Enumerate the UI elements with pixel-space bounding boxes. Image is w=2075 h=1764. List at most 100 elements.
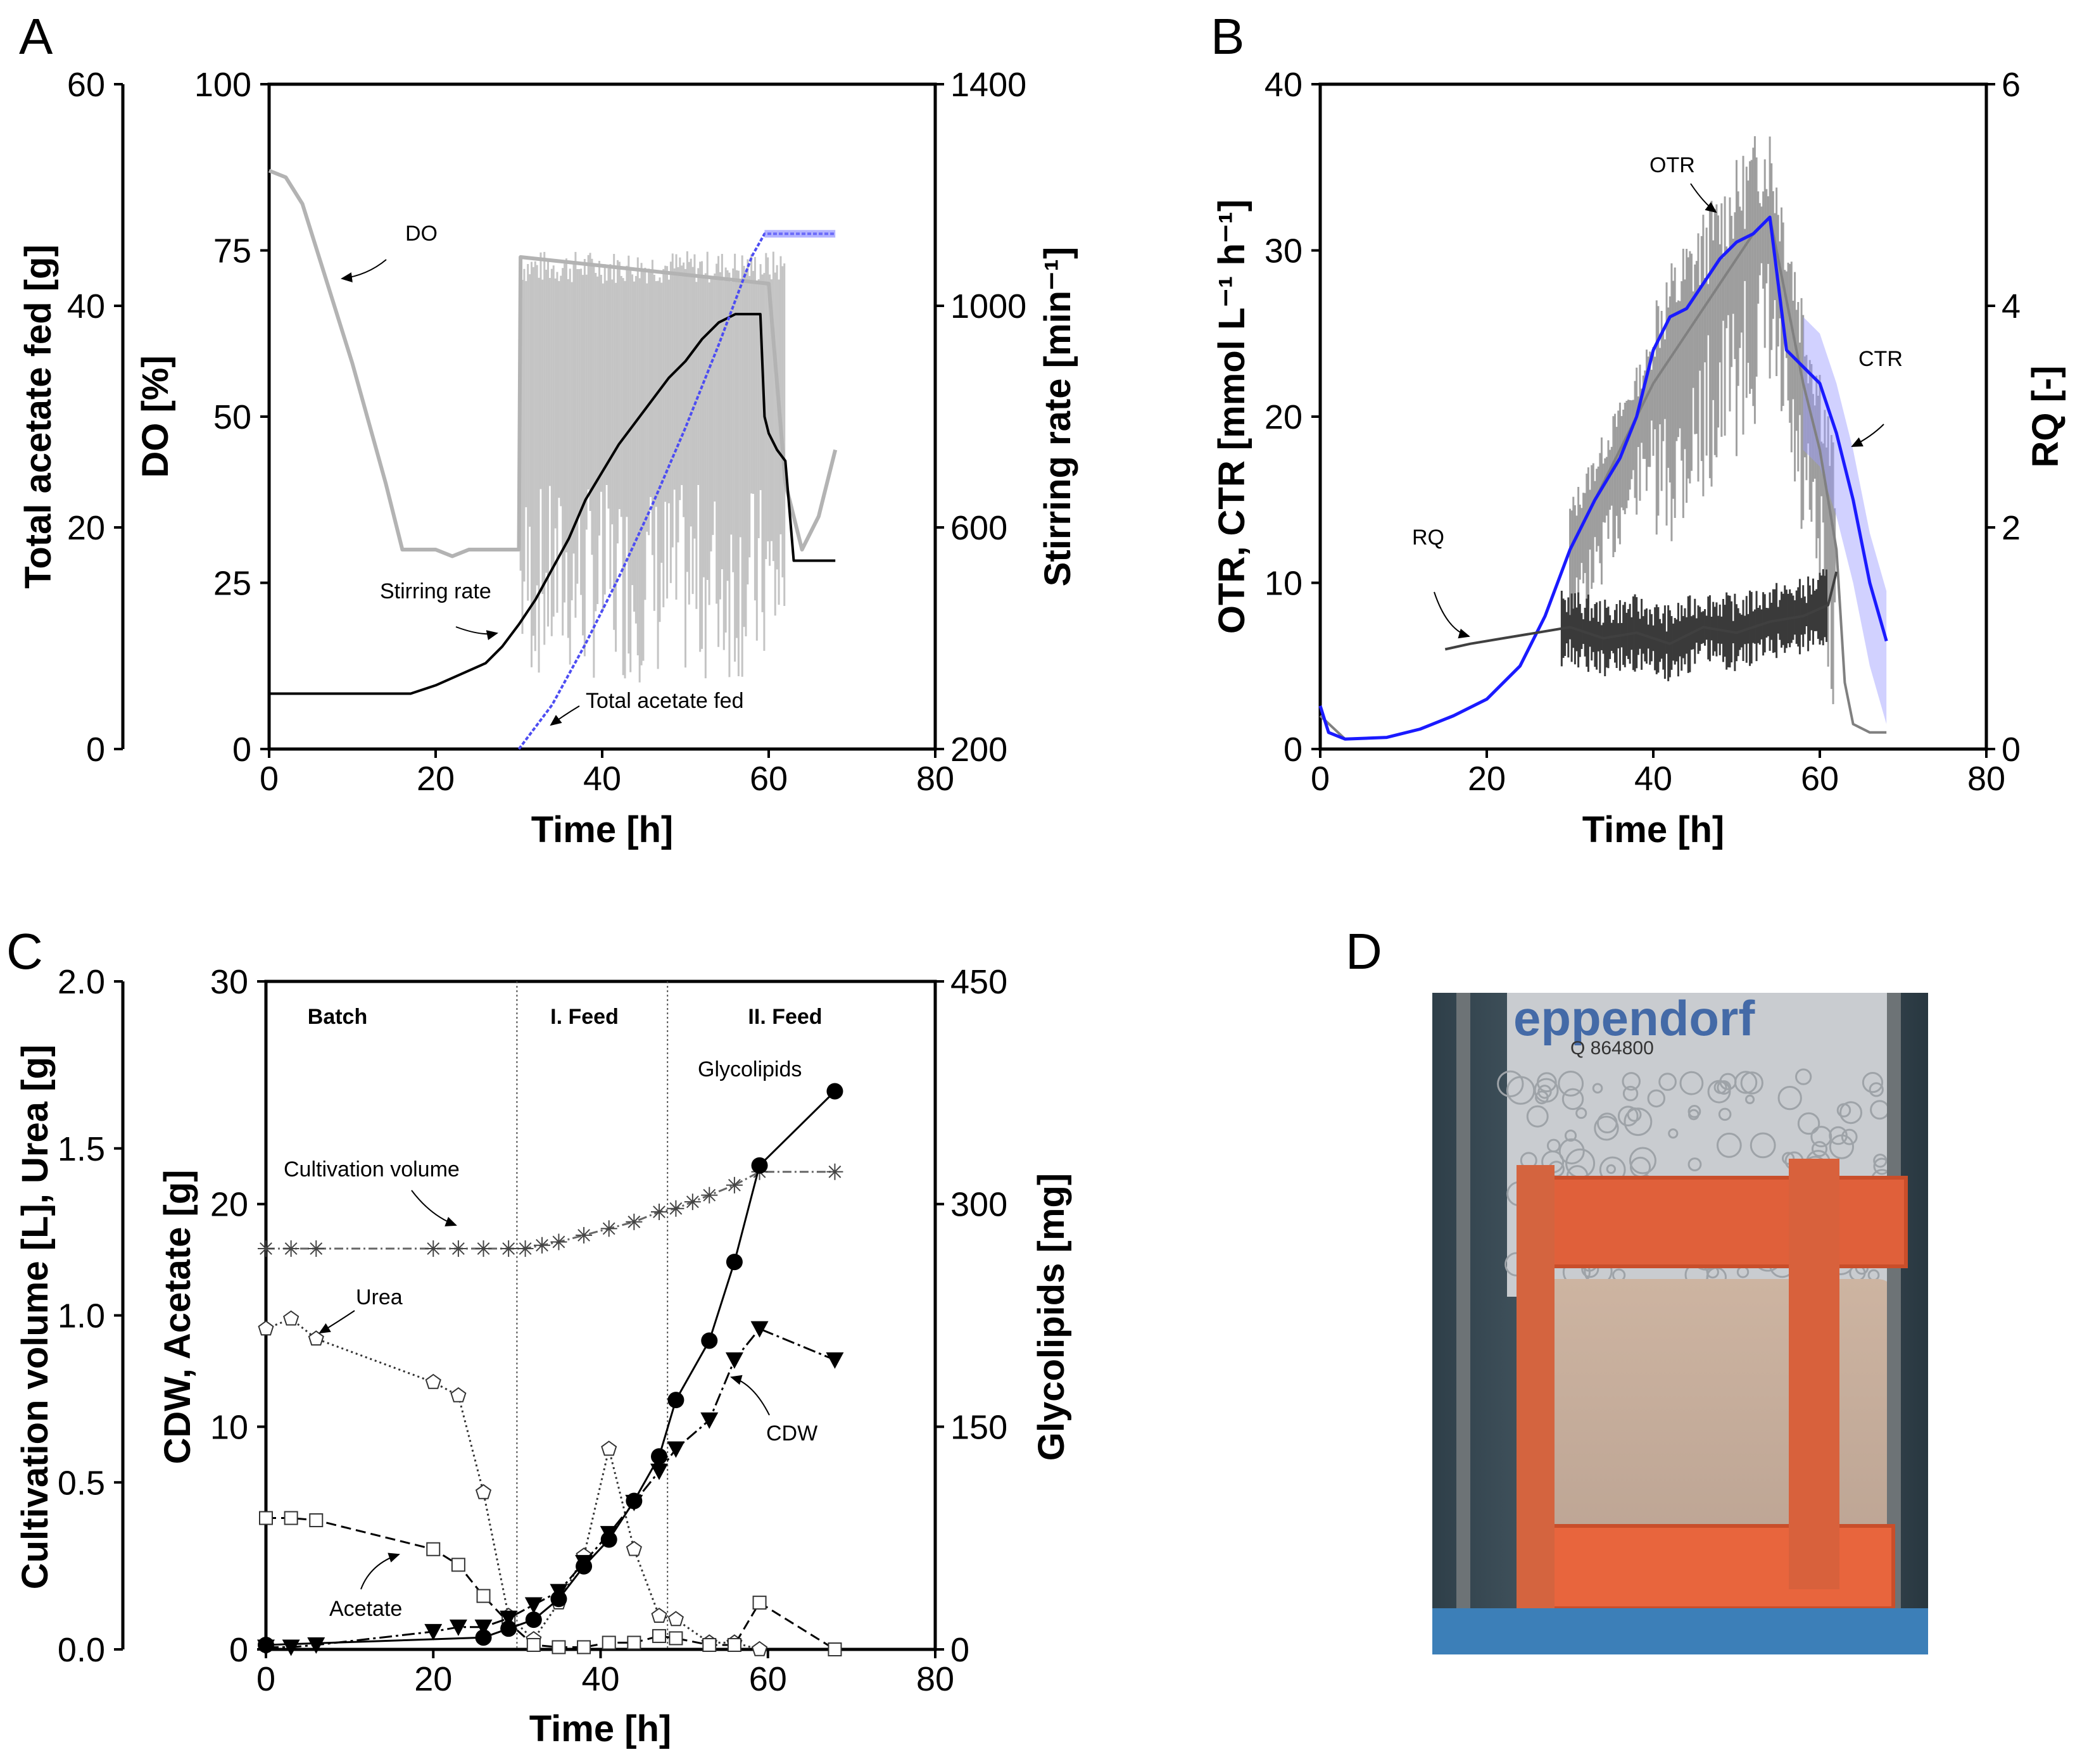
foam-bubble bbox=[1744, 1094, 1755, 1104]
tick-label: 60 bbox=[1801, 760, 1839, 798]
point-acetate bbox=[284, 1511, 298, 1525]
point-acetate bbox=[727, 1637, 741, 1652]
tick-label: 1.5 bbox=[58, 1130, 105, 1168]
annotation-cdw: CDW bbox=[766, 1421, 817, 1446]
tick-label: 20 bbox=[414, 1660, 452, 1698]
point-cdw bbox=[307, 1637, 325, 1654]
tick-label: 300 bbox=[950, 1186, 1007, 1224]
tick-label: 40 bbox=[1265, 66, 1302, 104]
series-rq bbox=[1444, 571, 1838, 651]
tick-label: 40 bbox=[581, 1660, 619, 1698]
tick-label: 80 bbox=[916, 1660, 954, 1698]
tick-label: 20 bbox=[210, 1186, 248, 1224]
foam-bubble bbox=[1795, 1068, 1812, 1085]
point-cultivation-volume bbox=[284, 1242, 298, 1255]
foam-bubble bbox=[1687, 1157, 1702, 1171]
axis-otr-ticks: 0 10 20 30 40 bbox=[1265, 66, 1320, 769]
annotation-rq-arrow bbox=[1434, 591, 1470, 639]
point-cdw bbox=[524, 1597, 543, 1614]
series-group-b bbox=[1318, 215, 1888, 741]
tick-label: 40 bbox=[1634, 760, 1672, 798]
foam-bubble bbox=[1594, 1116, 1619, 1141]
series-group-c bbox=[257, 1083, 844, 1656]
tick-label: 0 bbox=[950, 1631, 969, 1669]
foam-bubble bbox=[1707, 1080, 1731, 1104]
tick-label: 10 bbox=[210, 1408, 248, 1446]
tick-label: 25 bbox=[213, 565, 251, 603]
photo-rod-left bbox=[1456, 993, 1470, 1654]
axis-acetate-fed-ticks: 0 20 40 60 bbox=[67, 66, 123, 769]
point-urea bbox=[475, 1484, 492, 1499]
point-acetate bbox=[577, 1640, 591, 1654]
do-oscillation-band bbox=[519, 251, 786, 683]
foam-bubble bbox=[1617, 1106, 1639, 1127]
foam-bubble bbox=[1592, 1083, 1603, 1094]
point-cultivation-volume bbox=[260, 1242, 272, 1255]
tick-label: 1000 bbox=[950, 287, 1026, 325]
axis-volume-urea-ticks: 0.0 0.5 1.0 1.5 2.0 bbox=[58, 963, 123, 1669]
foam-bubble bbox=[1561, 1088, 1584, 1111]
tick-label: 30 bbox=[210, 963, 248, 1001]
point-acetate bbox=[602, 1635, 616, 1650]
tick-label: 0 bbox=[232, 731, 251, 769]
axis-glycolipids-ticks: 0 150 300 450 bbox=[935, 963, 1007, 1669]
foam-bubble bbox=[1622, 1085, 1639, 1102]
annotation-acetate-fed: Total acetate fed bbox=[586, 689, 744, 713]
tick-label: 450 bbox=[950, 963, 1007, 1001]
point-glycolipids bbox=[667, 1392, 684, 1409]
tick-label: 2 bbox=[2002, 509, 2021, 547]
tick-label: 2.0 bbox=[58, 963, 105, 1001]
point-urea bbox=[308, 1330, 324, 1346]
foam-bubble bbox=[1810, 1126, 1832, 1148]
point-urea bbox=[601, 1440, 617, 1456]
point-glycolipids bbox=[500, 1620, 517, 1637]
point-urea bbox=[651, 1608, 667, 1623]
axis-cdw-ticks: 0 10 20 30 bbox=[210, 963, 266, 1669]
annotation-otr: OTR bbox=[1649, 153, 1695, 177]
point-acetate bbox=[652, 1629, 666, 1643]
annotation-glycolipids: Glycolipids bbox=[698, 1057, 802, 1081]
annotation-do-arrow bbox=[341, 259, 387, 282]
tick-label: 80 bbox=[916, 760, 954, 798]
panel-label-a: A bbox=[19, 8, 53, 65]
foam-bubble bbox=[1797, 1112, 1820, 1135]
point-glycolipids bbox=[826, 1083, 843, 1100]
annotation-urea-arrow bbox=[319, 1310, 355, 1334]
panel-label-d: D bbox=[1346, 923, 1382, 980]
foam-bubble bbox=[1647, 1089, 1666, 1108]
point-cultivation-volume bbox=[628, 1215, 641, 1228]
point-cdw bbox=[700, 1412, 719, 1429]
annotation-cdw-arrow bbox=[730, 1375, 770, 1416]
axis-title-rq: RQ [-] bbox=[2025, 365, 2066, 467]
tick-label: 20 bbox=[417, 760, 455, 798]
point-cultivation-volume bbox=[310, 1242, 323, 1255]
foam-bubble bbox=[1679, 1071, 1704, 1095]
foam-bubble bbox=[1622, 1072, 1641, 1091]
annotation-ctr-arrow bbox=[1851, 424, 1884, 447]
point-glycolipids bbox=[475, 1629, 492, 1646]
photo-rod-right bbox=[1887, 993, 1901, 1654]
point-glycolipids bbox=[600, 1531, 617, 1548]
annotation-otr-arrow bbox=[1690, 183, 1717, 213]
point-glycolipids bbox=[650, 1448, 667, 1465]
foam-bubble bbox=[1829, 1134, 1855, 1159]
photo-serial-text: Q 864800 bbox=[1570, 1038, 1654, 1059]
point-acetate bbox=[526, 1637, 541, 1652]
foam-bubble bbox=[1575, 1107, 1587, 1119]
point-acetate bbox=[259, 1511, 273, 1525]
photo-strap-vertical-right bbox=[1789, 1159, 1839, 1589]
foam-bubble bbox=[1777, 1085, 1802, 1111]
axis-title-time-b: Time [h] bbox=[1582, 809, 1725, 850]
foam-bubble bbox=[1716, 1132, 1742, 1158]
tick-label: 0 bbox=[86, 731, 105, 769]
point-cultivation-volume bbox=[552, 1235, 565, 1249]
phase-dividers bbox=[516, 981, 669, 1649]
axis-title-stirring: Stirring rate [min⁻¹] bbox=[1037, 247, 1078, 587]
point-cultivation-volume bbox=[477, 1242, 490, 1255]
point-cdw bbox=[725, 1352, 743, 1369]
point-cdw bbox=[750, 1321, 769, 1338]
point-acetate bbox=[552, 1640, 566, 1654]
tick-label: 0.0 bbox=[58, 1631, 105, 1669]
tick-label: 20 bbox=[1468, 760, 1506, 798]
